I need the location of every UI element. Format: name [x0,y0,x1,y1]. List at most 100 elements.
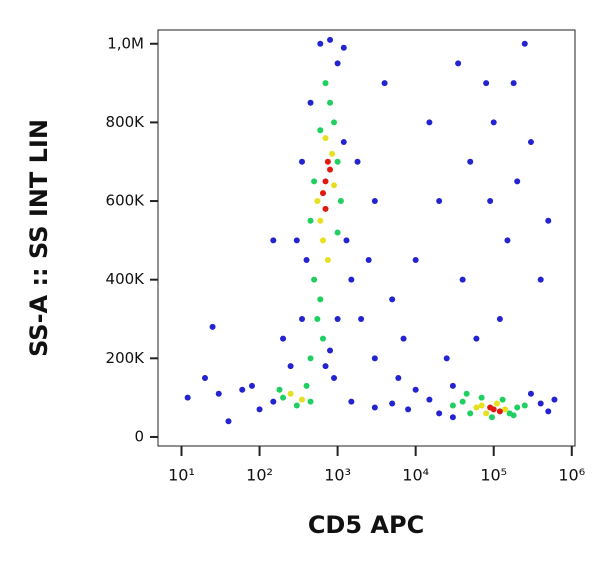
point [449,402,456,409]
point [311,276,318,283]
point [303,257,310,264]
point [389,400,396,407]
point [331,374,338,381]
point [488,414,495,421]
x-tick-label: 10⁴ [402,466,429,485]
point [455,60,462,67]
point [329,150,336,157]
y-tick-label: 400K [106,270,146,288]
point [551,396,558,403]
point [184,394,191,401]
point [545,217,552,224]
point [209,323,216,330]
point [322,178,329,185]
point [499,396,506,403]
point [490,119,497,126]
point [405,406,412,413]
point [502,406,509,413]
point [334,315,341,322]
point [527,390,534,397]
x-axis-title: CD5 APC [308,511,424,539]
point [327,166,334,173]
point [395,374,402,381]
point [303,382,310,389]
x-tick-label: 10² [246,466,273,485]
point [527,139,534,146]
point [299,315,306,322]
point [256,406,263,413]
point [449,382,456,389]
point [317,40,324,47]
point [322,363,329,370]
point [510,80,517,87]
point [334,60,341,67]
point [280,335,287,342]
point [293,402,300,409]
point [307,398,314,405]
point [317,217,324,224]
point [317,296,324,303]
point [436,198,443,205]
point [299,396,306,403]
point [537,400,544,407]
point [358,315,365,322]
point [324,257,331,264]
point [389,296,396,303]
x-tick-label: 10³ [324,466,351,485]
y-tick-label: 0 [134,427,144,445]
point [322,205,329,212]
point [340,44,347,51]
point [239,386,246,393]
point [463,390,470,397]
point [343,237,350,244]
point [299,158,306,165]
point [483,80,490,87]
point [320,190,327,197]
point [334,158,341,165]
point [400,335,407,342]
point [215,390,222,397]
point [412,257,419,264]
point [449,414,456,421]
point [504,237,511,244]
point [331,182,338,189]
point [225,418,232,425]
point [337,198,344,205]
point [412,386,419,393]
point [327,347,334,354]
x-tick-label: 10⁶ [558,466,585,485]
point [514,178,521,185]
point [478,402,485,409]
point [334,229,341,236]
point [371,355,378,362]
point [467,410,474,417]
point [521,40,528,47]
point [487,198,494,205]
point [354,158,361,165]
point [459,398,466,405]
point [426,119,433,126]
point [348,398,355,405]
point [322,135,329,142]
point [443,355,450,362]
point [287,363,294,370]
point [487,404,494,411]
point [365,257,372,264]
x-tick-label: 10⁵ [480,466,507,485]
point [280,394,287,401]
point [293,237,300,244]
point [340,139,347,146]
point [331,119,338,126]
y-tick-label: 200K [106,349,146,367]
point [537,276,544,283]
point [496,315,503,322]
point [314,315,321,322]
y-axis-title: SS-A :: SS INT LIN [25,119,53,357]
point [348,276,355,283]
point [467,158,474,165]
point [270,398,277,405]
point [459,276,466,283]
point [314,198,321,205]
point [322,80,329,87]
